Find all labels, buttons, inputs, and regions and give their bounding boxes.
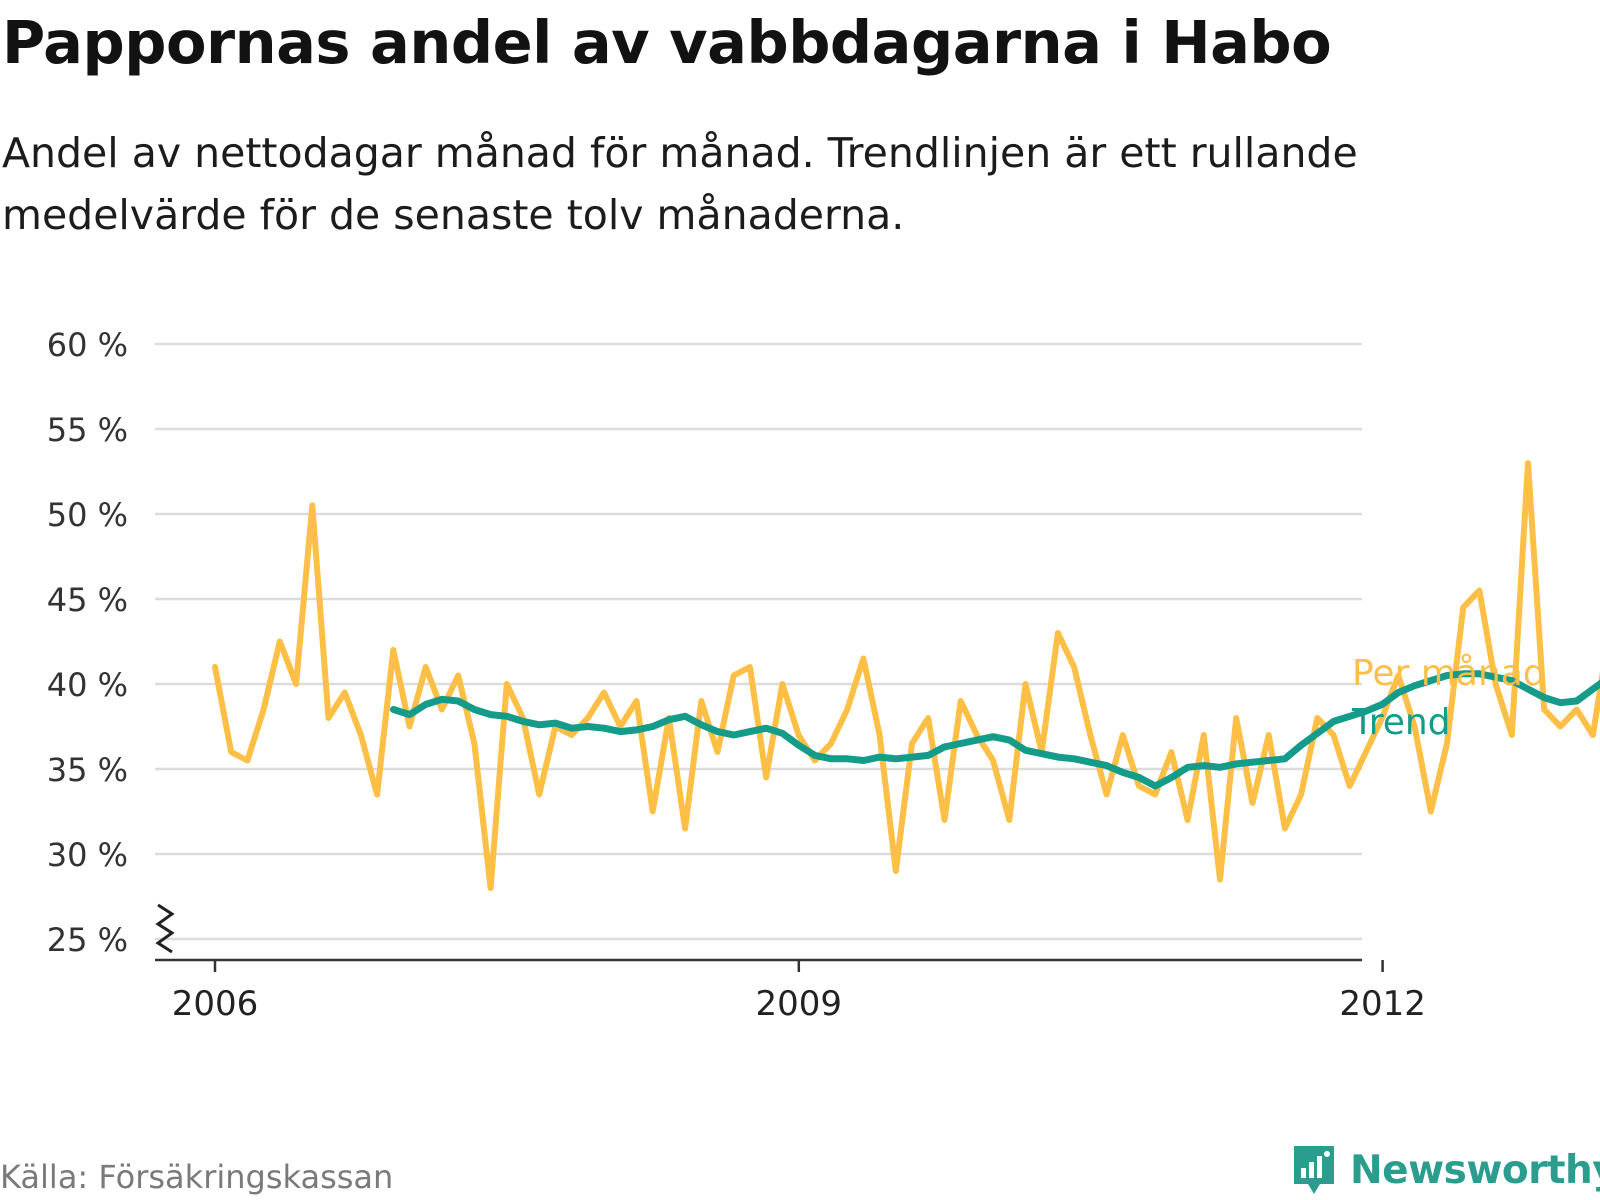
gridlines: [155, 342, 1362, 941]
y-tick-label: 40 %: [47, 666, 128, 704]
y-tick-label: 55 %: [47, 411, 128, 449]
axis-break-icon: [155, 903, 175, 954]
newsworthy-logo-icon: [1294, 1146, 1334, 1194]
brand-name: Newsworthy: [1350, 1147, 1600, 1193]
x-axis: 2006200920122015201820212023: [155, 958, 1426, 1024]
x-tick-label: 2009: [756, 984, 843, 1024]
y-tick-label: 50 %: [47, 496, 128, 534]
y-tick-label: 45 %: [47, 581, 128, 619]
source-note: Källa: Försäkringskassan: [0, 1158, 394, 1196]
series-label-per-manad: Per månad: [1352, 653, 1546, 694]
x-tick-label: 2006: [172, 984, 259, 1024]
series-line-trend: [389, 670, 1600, 790]
series-line-per-manad: [212, 460, 1600, 891]
y-tick-label: 25 %: [47, 921, 128, 959]
y-tick-label: 30 %: [47, 836, 128, 874]
y-tick-label: 35 %: [47, 751, 128, 789]
y-tick-label: 60 %: [47, 326, 128, 364]
y-axis-labels: 25 % 30 % 35 % 40 % 45 % 50 % 55 % 60 %: [47, 326, 128, 959]
series-label-trend: Trend: [1351, 702, 1451, 743]
x-tick-label: 2012: [1339, 984, 1426, 1024]
chart-subtitle: Andel av nettodagar månad för månad. Tre…: [2, 129, 1358, 239]
chart-title: Pappornas andel av vabbdagarna i Habo: [2, 8, 1332, 77]
brand-logo: Newsworthy: [1290, 1140, 1600, 1200]
line-chart: 25 % 30 % 35 % 40 % 45 % 50 % 55 % 60 % 2006 200…: [47, 326, 1600, 1024]
